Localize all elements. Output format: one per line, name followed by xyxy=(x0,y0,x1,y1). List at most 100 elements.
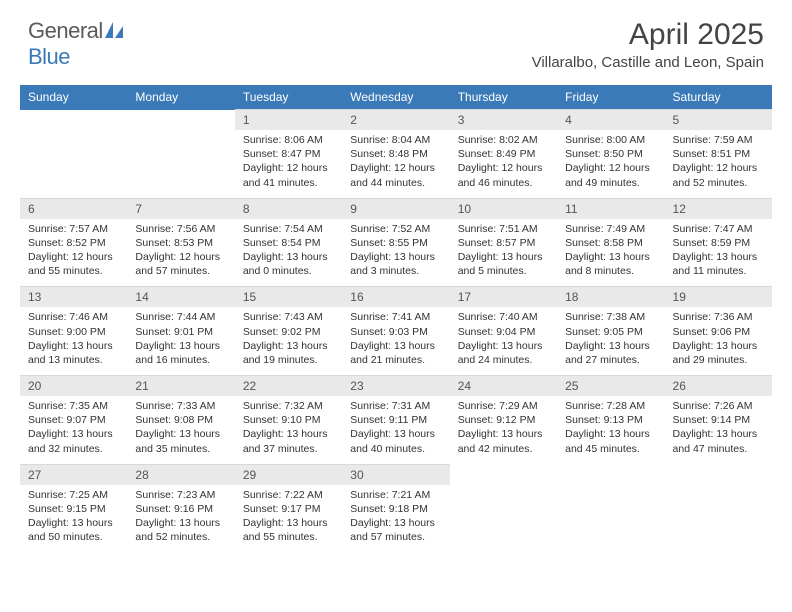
sunset-text: Sunset: 9:13 PM xyxy=(565,413,656,427)
day-data-cell: Sunrise: 7:32 AMSunset: 9:10 PMDaylight:… xyxy=(235,396,342,464)
sunrise-text: Sunrise: 7:31 AM xyxy=(350,399,441,413)
day-data-row: Sunrise: 7:46 AMSunset: 9:00 PMDaylight:… xyxy=(20,307,772,375)
logo-word-2: Blue xyxy=(28,44,70,69)
weekday-header: Monday xyxy=(127,85,234,110)
day-data-cell: Sunrise: 8:06 AMSunset: 8:47 PMDaylight:… xyxy=(235,130,342,198)
day-number-row: 27282930 xyxy=(20,464,772,485)
sunset-text: Sunset: 9:15 PM xyxy=(28,502,119,516)
daylight-text: Daylight: 13 hours and 11 minutes. xyxy=(673,250,764,278)
sunrise-text: Sunrise: 7:36 AM xyxy=(673,310,764,324)
sunrise-text: Sunrise: 7:40 AM xyxy=(458,310,549,324)
sunrise-text: Sunrise: 8:00 AM xyxy=(565,133,656,147)
day-data-row: Sunrise: 7:57 AMSunset: 8:52 PMDaylight:… xyxy=(20,219,772,287)
daylight-text: Daylight: 13 hours and 45 minutes. xyxy=(565,427,656,455)
sunset-text: Sunset: 8:58 PM xyxy=(565,236,656,250)
day-number-cell: 22 xyxy=(235,376,342,397)
day-data-row: Sunrise: 8:06 AMSunset: 8:47 PMDaylight:… xyxy=(20,130,772,198)
day-data-cell: Sunrise: 7:57 AMSunset: 8:52 PMDaylight:… xyxy=(20,219,127,287)
daylight-text: Daylight: 13 hours and 55 minutes. xyxy=(243,516,334,544)
sunset-text: Sunset: 9:03 PM xyxy=(350,325,441,339)
day-data-cell: Sunrise: 7:49 AMSunset: 8:58 PMDaylight:… xyxy=(557,219,664,287)
daylight-text: Daylight: 13 hours and 3 minutes. xyxy=(350,250,441,278)
day-data-cell: Sunrise: 8:04 AMSunset: 8:48 PMDaylight:… xyxy=(342,130,449,198)
calendar-table: SundayMondayTuesdayWednesdayThursdayFrid… xyxy=(20,85,772,552)
sunset-text: Sunset: 8:59 PM xyxy=(673,236,764,250)
logo-text: General Blue xyxy=(28,18,123,70)
day-data-cell: Sunrise: 7:38 AMSunset: 9:05 PMDaylight:… xyxy=(557,307,664,375)
sunrise-text: Sunrise: 7:28 AM xyxy=(565,399,656,413)
day-data-cell: Sunrise: 7:59 AMSunset: 8:51 PMDaylight:… xyxy=(665,130,772,198)
sunset-text: Sunset: 8:48 PM xyxy=(350,147,441,161)
day-number-cell: 7 xyxy=(127,198,234,219)
sunrise-text: Sunrise: 7:41 AM xyxy=(350,310,441,324)
day-data-cell: Sunrise: 7:36 AMSunset: 9:06 PMDaylight:… xyxy=(665,307,772,375)
daylight-text: Daylight: 12 hours and 44 minutes. xyxy=(350,161,441,189)
sunset-text: Sunset: 9:16 PM xyxy=(135,502,226,516)
day-data-cell xyxy=(665,485,772,553)
sunset-text: Sunset: 9:07 PM xyxy=(28,413,119,427)
day-data-cell xyxy=(127,130,234,198)
sunrise-text: Sunrise: 7:21 AM xyxy=(350,488,441,502)
day-number-cell: 21 xyxy=(127,376,234,397)
day-number-row: 13141516171819 xyxy=(20,287,772,308)
day-data-cell: Sunrise: 7:23 AMSunset: 9:16 PMDaylight:… xyxy=(127,485,234,553)
sunrise-text: Sunrise: 7:49 AM xyxy=(565,222,656,236)
daylight-text: Daylight: 12 hours and 52 minutes. xyxy=(673,161,764,189)
day-data-cell: Sunrise: 7:33 AMSunset: 9:08 PMDaylight:… xyxy=(127,396,234,464)
sunset-text: Sunset: 8:50 PM xyxy=(565,147,656,161)
day-number-cell: 26 xyxy=(665,376,772,397)
title-block: April 2025 Villaralbo, Castille and Leon… xyxy=(532,18,764,71)
day-number-cell: 19 xyxy=(665,287,772,308)
daylight-text: Daylight: 13 hours and 35 minutes. xyxy=(135,427,226,455)
day-number-cell: 4 xyxy=(557,110,664,131)
day-number-cell: 9 xyxy=(342,198,449,219)
day-number-cell: 5 xyxy=(665,110,772,131)
daylight-text: Daylight: 13 hours and 8 minutes. xyxy=(565,250,656,278)
location-text: Villaralbo, Castille and Leon, Spain xyxy=(532,54,764,71)
day-data-cell xyxy=(450,485,557,553)
daylight-text: Daylight: 13 hours and 0 minutes. xyxy=(243,250,334,278)
daylight-text: Daylight: 12 hours and 41 minutes. xyxy=(243,161,334,189)
sunrise-text: Sunrise: 7:22 AM xyxy=(243,488,334,502)
day-data-cell: Sunrise: 7:47 AMSunset: 8:59 PMDaylight:… xyxy=(665,219,772,287)
daylight-text: Daylight: 12 hours and 55 minutes. xyxy=(28,250,119,278)
daylight-text: Daylight: 12 hours and 57 minutes. xyxy=(135,250,226,278)
sunrise-text: Sunrise: 7:56 AM xyxy=(135,222,226,236)
sunrise-text: Sunrise: 7:44 AM xyxy=(135,310,226,324)
weekday-header: Thursday xyxy=(450,85,557,110)
day-data-row: Sunrise: 7:25 AMSunset: 9:15 PM Daylight:… xyxy=(20,485,772,553)
day-number-cell: 24 xyxy=(450,376,557,397)
weekday-header: Sunday xyxy=(20,85,127,110)
weekday-header: Saturday xyxy=(665,85,772,110)
sunrise-text: Sunrise: 7:46 AM xyxy=(28,310,119,324)
daylight-text: Daylight: 13 hours and 13 minutes. xyxy=(28,339,119,367)
day-data-cell: Sunrise: 7:26 AMSunset: 9:14 PMDaylight:… xyxy=(665,396,772,464)
day-data-cell: Sunrise: 7:40 AMSunset: 9:04 PMDaylight:… xyxy=(450,307,557,375)
day-data-cell xyxy=(20,130,127,198)
sunrise-text: Sunrise: 7:29 AM xyxy=(458,399,549,413)
sunset-text: Sunset: 8:47 PM xyxy=(243,147,334,161)
day-number-cell: 2 xyxy=(342,110,449,131)
day-number-row: 20212223242526 xyxy=(20,376,772,397)
day-number-cell: 27 xyxy=(20,464,127,485)
day-number-cell xyxy=(20,110,127,131)
day-data-cell: Sunrise: 7:46 AMSunset: 9:00 PMDaylight:… xyxy=(20,307,127,375)
day-number-cell: 16 xyxy=(342,287,449,308)
day-number-cell: 14 xyxy=(127,287,234,308)
sunrise-text: Sunrise: 7:52 AM xyxy=(350,222,441,236)
day-data-cell: Sunrise: 8:02 AMSunset: 8:49 PMDaylight:… xyxy=(450,130,557,198)
daylight-text: Daylight: 13 hours and 37 minutes. xyxy=(243,427,334,455)
day-data-cell: Sunrise: 7:29 AMSunset: 9:12 PMDaylight:… xyxy=(450,396,557,464)
day-data-cell: Sunrise: 7:43 AMSunset: 9:02 PMDaylight:… xyxy=(235,307,342,375)
sunrise-text: Sunrise: 7:25 AM xyxy=(28,488,119,502)
sunrise-text: Sunrise: 7:33 AM xyxy=(135,399,226,413)
logo-sail-icon xyxy=(105,18,123,44)
sunrise-text: Sunrise: 7:38 AM xyxy=(565,310,656,324)
day-number-cell: 1 xyxy=(235,110,342,131)
sunset-text: Sunset: 9:08 PM xyxy=(135,413,226,427)
day-data-cell: Sunrise: 7:25 AMSunset: 9:15 PMDaylight:… xyxy=(20,485,127,553)
sunset-text: Sunset: 8:55 PM xyxy=(350,236,441,250)
daylight-text: Daylight: 13 hours and 19 minutes. xyxy=(243,339,334,367)
day-data-cell xyxy=(557,485,664,553)
daylight-text: Daylight: 13 hours and 5 minutes. xyxy=(458,250,549,278)
